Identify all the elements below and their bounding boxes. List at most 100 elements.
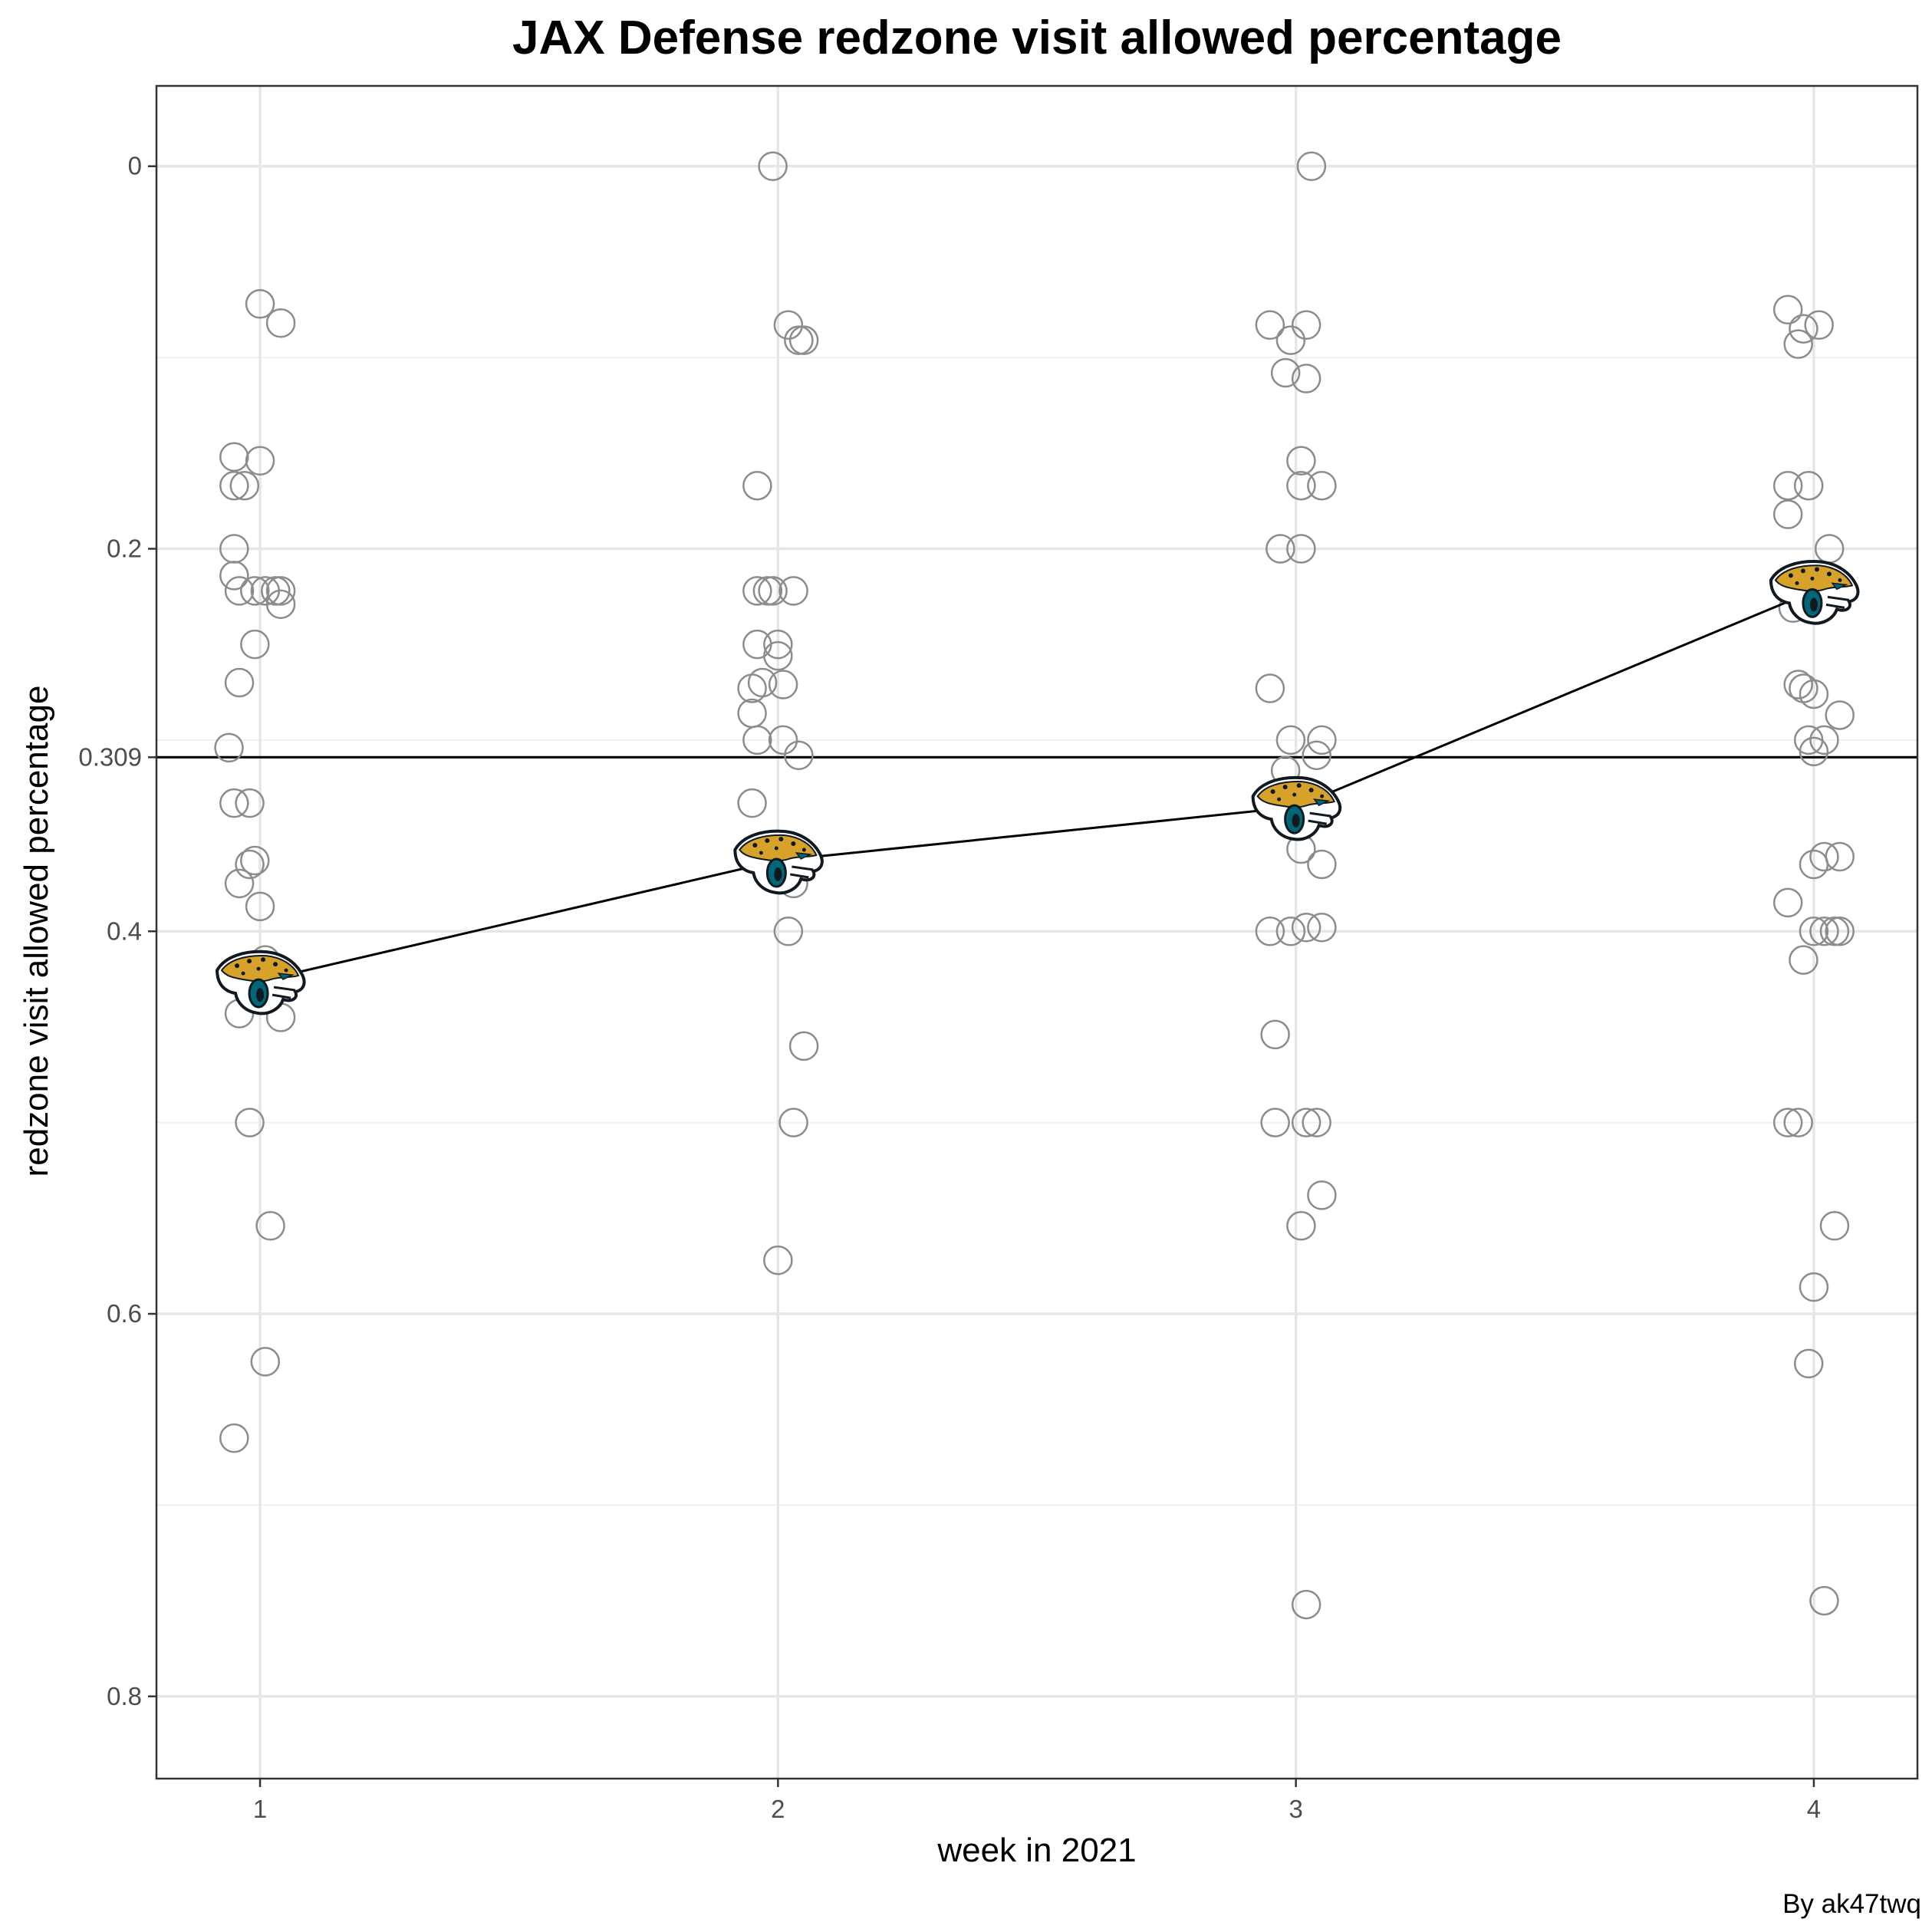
league-point — [1799, 917, 1829, 946]
team-series-line — [259, 589, 1815, 982]
league-point — [788, 1031, 819, 1061]
x-tick-label: 4 — [1807, 1795, 1821, 1823]
league-point — [1291, 364, 1321, 393]
league-point — [1291, 1108, 1321, 1137]
league-point — [265, 576, 296, 606]
league-point — [240, 629, 270, 660]
league-point — [1799, 736, 1829, 767]
grid-lines — [156, 86, 1917, 1779]
league-point — [1793, 470, 1824, 501]
league-point — [229, 470, 260, 501]
league-point — [763, 629, 793, 660]
league-point — [1302, 740, 1331, 771]
league-point — [235, 788, 265, 818]
league-point — [1260, 1019, 1290, 1050]
league-point — [1809, 917, 1839, 946]
league-point — [763, 1245, 793, 1275]
league-point — [1255, 310, 1285, 340]
league-point — [1783, 670, 1813, 699]
league-point — [219, 470, 249, 501]
league-point — [737, 788, 767, 818]
league-point — [1255, 917, 1285, 946]
league-point — [1809, 841, 1839, 872]
jaguar-logo-icon — [733, 829, 824, 895]
league-point — [219, 788, 249, 818]
league-point — [1275, 725, 1306, 755]
league-point — [788, 325, 819, 355]
league-point — [224, 868, 255, 899]
league-point — [1825, 841, 1855, 872]
caption: By ak47twq — [1782, 1889, 1921, 1919]
x-tick-label: 1 — [253, 1795, 267, 1823]
league-point — [1270, 357, 1301, 388]
league-point — [1772, 499, 1803, 529]
league-point — [758, 151, 788, 181]
league-point — [250, 1347, 281, 1377]
league-point — [1260, 1108, 1290, 1137]
league-point — [1825, 917, 1855, 946]
league-point — [240, 576, 270, 606]
league-point — [1809, 725, 1839, 755]
league-point — [1307, 849, 1337, 880]
league-point — [1793, 1348, 1824, 1379]
y-tick-label: 0.309 — [78, 742, 142, 771]
league-point — [742, 576, 772, 606]
x-tick-label: 2 — [771, 1795, 785, 1823]
league-point — [1302, 1108, 1331, 1137]
league-point — [235, 849, 265, 880]
league-point — [1291, 310, 1321, 340]
league-point — [245, 446, 275, 476]
jaguar-logo-icon — [1251, 775, 1342, 841]
jaguar-logo-icon — [1769, 560, 1860, 625]
league-point — [1819, 1211, 1850, 1241]
league-point — [1286, 470, 1316, 501]
y-tick-label: 0 — [128, 152, 142, 180]
league-point — [763, 640, 793, 671]
league-point — [758, 576, 788, 606]
league-point — [742, 470, 772, 501]
league-point — [1296, 151, 1327, 181]
league-point — [742, 725, 772, 755]
league-point — [1291, 1589, 1321, 1620]
league-point — [784, 325, 814, 355]
league-point — [1286, 534, 1316, 564]
x-tick-label: 3 — [1289, 1795, 1302, 1823]
league-point — [219, 442, 249, 472]
y-tick-label: 0.2 — [107, 534, 142, 562]
league-point — [737, 673, 767, 703]
league-point — [1789, 945, 1818, 975]
league-point — [1783, 1108, 1813, 1137]
y-tick-label: 0.4 — [107, 917, 142, 945]
league-point — [773, 917, 804, 946]
league-point — [1772, 295, 1803, 325]
league-point — [245, 289, 275, 319]
league-point — [245, 891, 275, 922]
league-point — [1789, 314, 1818, 344]
league-point — [1307, 913, 1337, 943]
league-point — [1307, 1180, 1337, 1210]
league-point — [1783, 329, 1813, 359]
league-point — [1825, 700, 1855, 730]
league-point — [1286, 446, 1316, 476]
league-point — [214, 732, 244, 763]
league-point — [1772, 1108, 1803, 1137]
league-point — [737, 698, 767, 729]
league-point — [773, 310, 804, 340]
league-point — [1275, 325, 1306, 355]
league-point — [224, 667, 255, 698]
league-point — [265, 589, 296, 620]
league-point — [784, 740, 814, 771]
league-point — [235, 1108, 265, 1137]
league-point — [1804, 310, 1834, 340]
league-point — [219, 1423, 249, 1453]
league-point — [1809, 1585, 1839, 1616]
league-point — [1307, 725, 1337, 755]
league-point — [768, 725, 798, 755]
league-point — [1799, 1272, 1829, 1302]
league-point — [1266, 534, 1295, 564]
league-point — [224, 576, 255, 606]
league-point — [768, 670, 798, 699]
chart-title: JAX Defense redzone visit allowed percen… — [512, 12, 1562, 64]
league-point — [1307, 470, 1337, 501]
